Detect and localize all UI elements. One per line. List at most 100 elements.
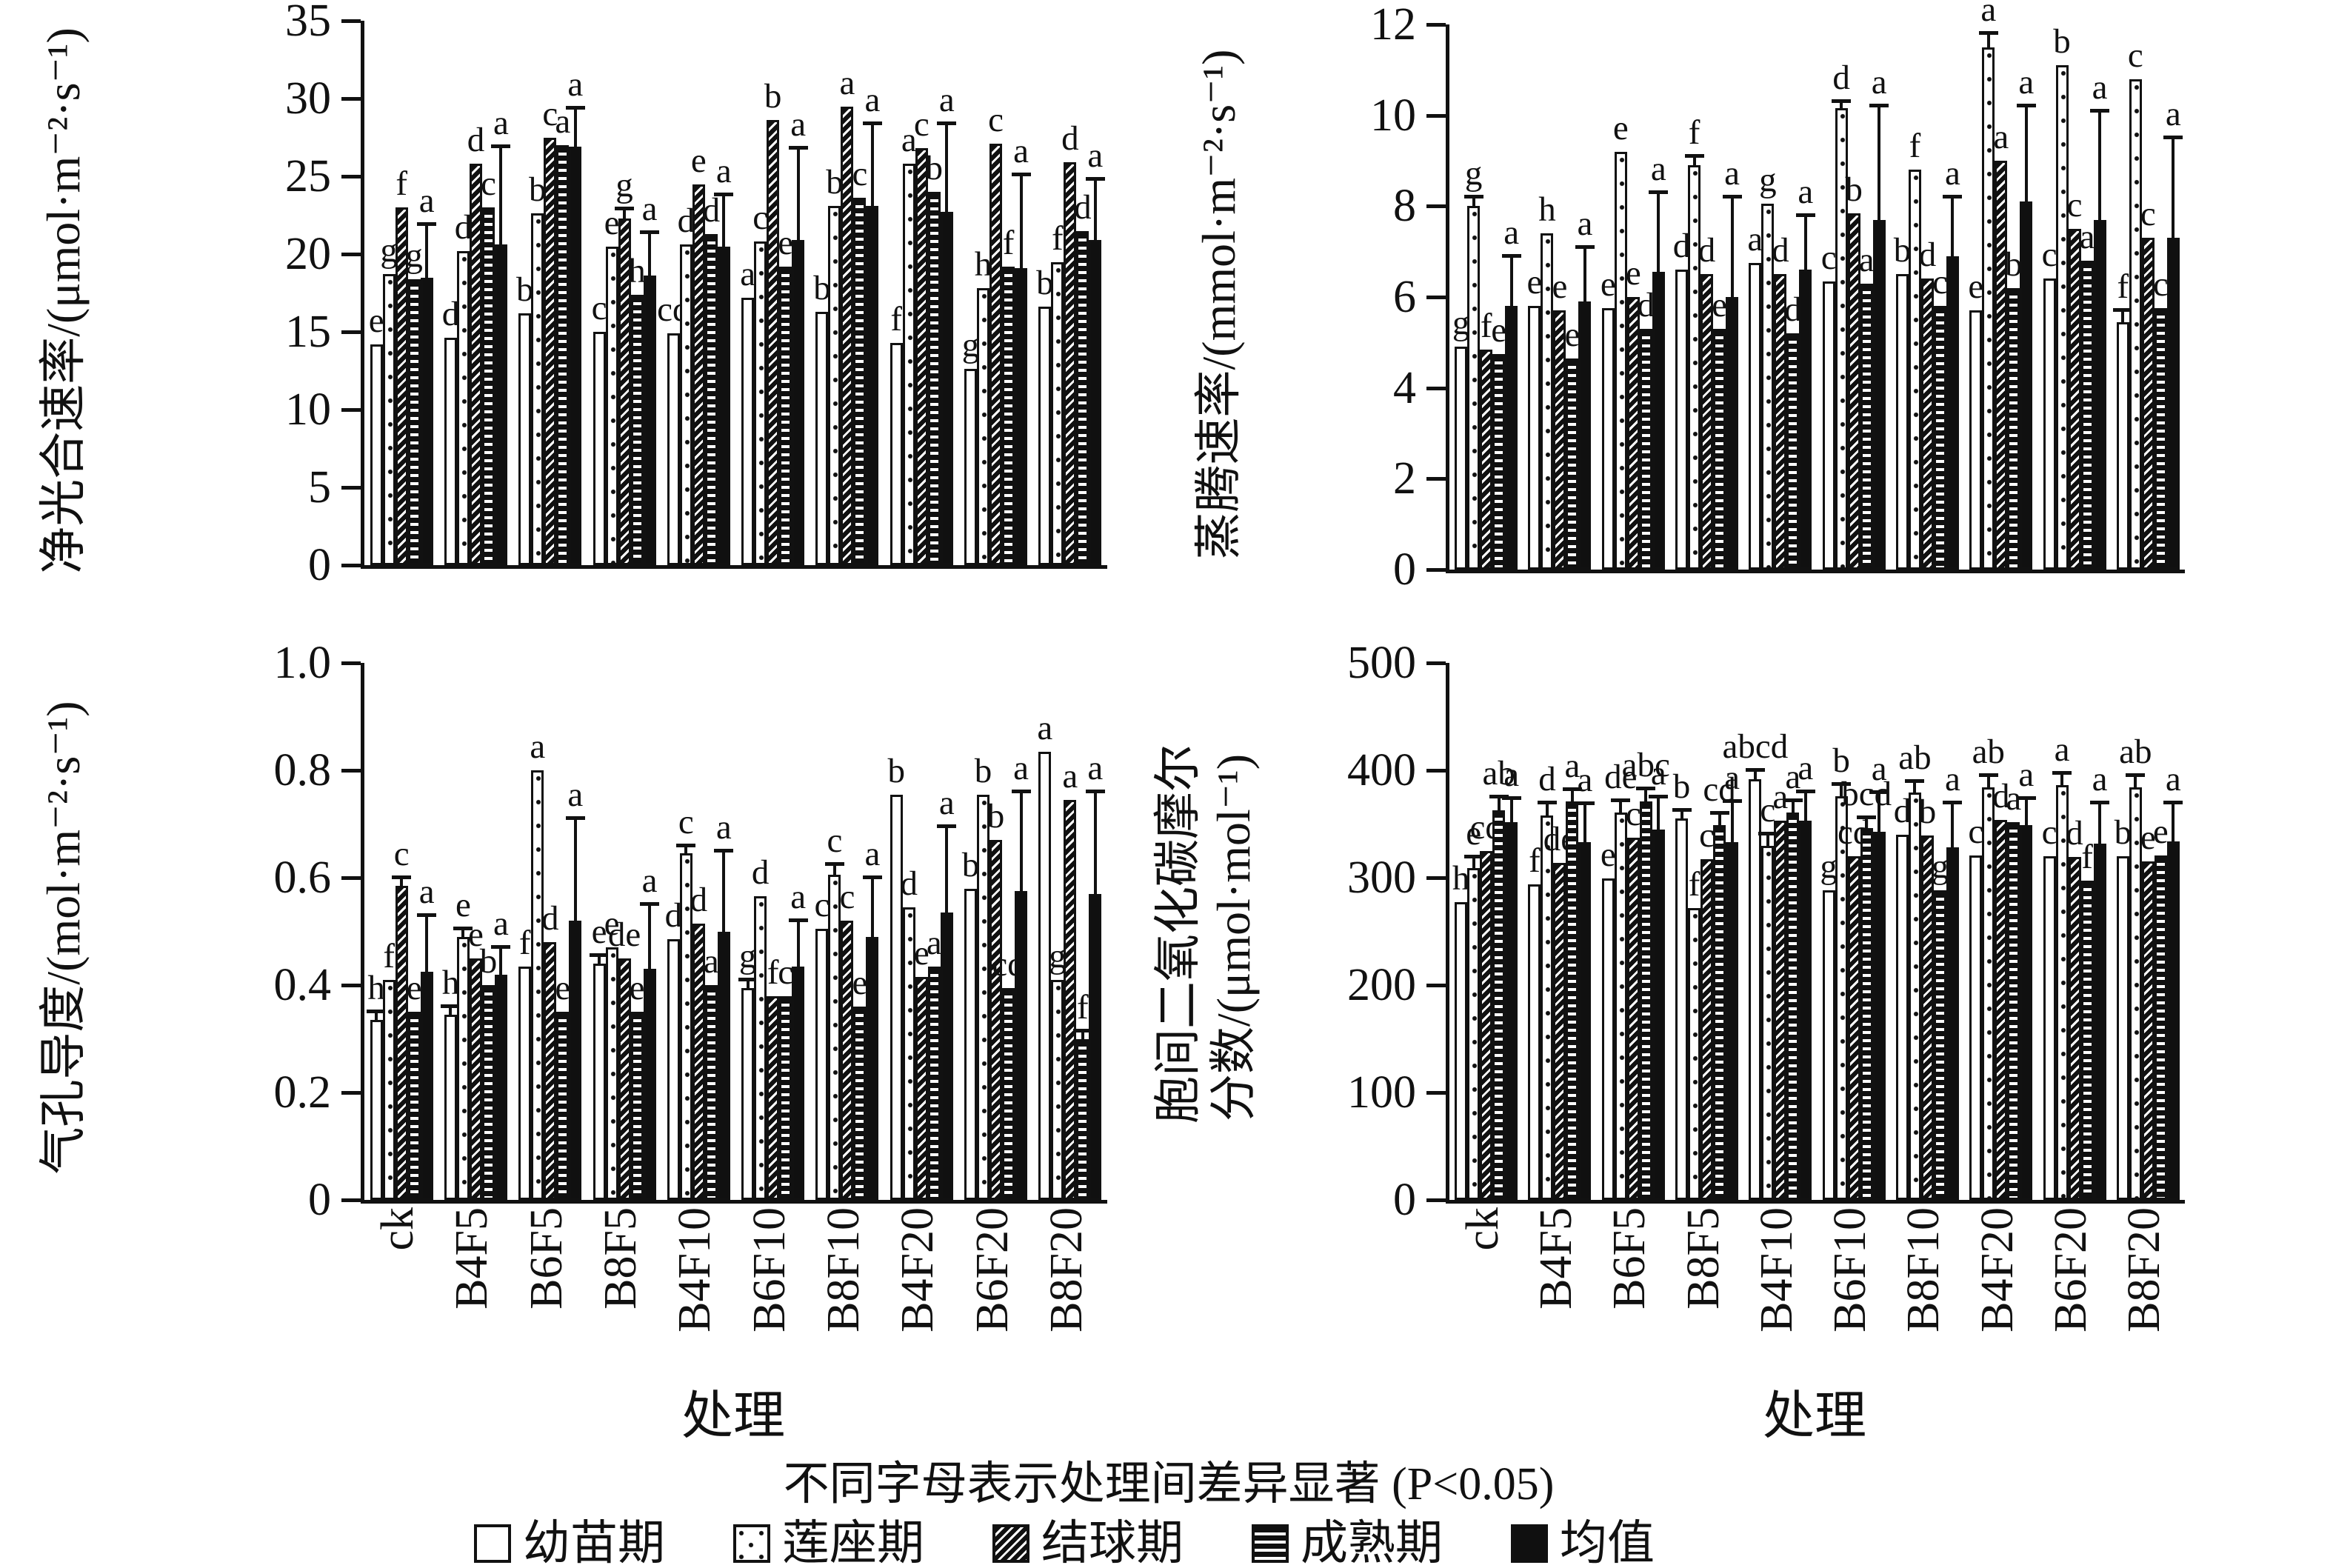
error-bar — [425, 915, 429, 972]
legend-item-rosette: 莲座期 — [733, 1520, 924, 1567]
significance-letter: h — [1538, 190, 1556, 230]
bar-B8F5-成熟期 — [630, 294, 644, 565]
error-bar-cap — [714, 848, 734, 853]
error-bar — [2098, 802, 2102, 844]
significance-letter: g — [405, 236, 423, 275]
significance-letter: d — [690, 880, 708, 919]
bar-B4F20-幼苗期 — [1969, 855, 1983, 1200]
error-bar-cap — [1943, 800, 1963, 804]
y-axis-tick — [341, 876, 361, 880]
significance-letter: e — [368, 301, 384, 340]
significance-letter: a — [1650, 149, 1666, 188]
significance-letter: e — [1712, 285, 1727, 324]
significance-letter: e — [1552, 267, 1568, 307]
significance-letter: d — [2066, 814, 2083, 853]
significance-letter: h — [367, 969, 385, 1008]
bar-B6F20-成熟期 — [2080, 881, 2094, 1200]
bar-B8F5-均值 — [1726, 297, 1739, 570]
error-bar — [598, 955, 601, 964]
significance-letter: a — [839, 63, 855, 102]
error-bar — [722, 195, 726, 247]
significance-letter: a — [2165, 95, 2181, 134]
y-axis-title-intercellular-co2-line2: 分数/(μmol·mol⁻¹) — [1207, 753, 1260, 1122]
significance-letter: a — [901, 121, 917, 160]
bar-B6F20-成熟期 — [2080, 260, 2094, 570]
bar-B8F5-结球期 — [1700, 274, 1714, 570]
y-axis-tick — [341, 253, 361, 256]
significance-letter: d — [1637, 285, 1655, 324]
significance-letter: d — [467, 121, 485, 160]
legend: 幼苗期 莲座期 结球期 成熟期 均值 — [474, 1520, 1955, 1567]
significance-letter: f — [1052, 218, 1064, 258]
y-axis-tick-label: 6 — [1393, 272, 1416, 322]
significance-letter: g — [1452, 304, 1470, 343]
error-bar — [1657, 192, 1661, 273]
significance-letter: a — [864, 835, 881, 873]
significance-letter: e — [604, 203, 620, 242]
significance-letter: a — [2054, 730, 2070, 770]
significance-letter: f — [1480, 306, 1492, 345]
significance-letter: f — [1529, 841, 1541, 880]
error-bar — [1583, 247, 1586, 302]
significance-letter: d — [664, 895, 683, 935]
error-bar — [425, 224, 429, 278]
bar-B6F20-莲座期 — [977, 794, 990, 1200]
error-bar — [1791, 800, 1795, 813]
x-axis-category-label: B4F10 — [1751, 1207, 1802, 1332]
y-axis-tick — [1426, 386, 1446, 390]
y-axis-tick — [341, 661, 361, 665]
error-bar — [623, 209, 627, 218]
y-axis-tick — [341, 564, 361, 567]
bar-B4F10-成熟期 — [1786, 333, 1800, 570]
y-axis-tick-label: 1.0 — [273, 638, 332, 688]
error-bar-cap — [738, 977, 758, 981]
bar-B4F20-幼苗期 — [890, 794, 903, 1200]
error-bar-cap — [714, 193, 734, 197]
significance-letter: e — [555, 969, 571, 1008]
bar-B4F10-结球期 — [1774, 821, 1787, 1200]
bar-B4F10-成熟期 — [1786, 812, 1800, 1200]
bar-B6F10-结球期 — [1847, 856, 1860, 1200]
x-axis-category-label: B8F20 — [1041, 1207, 1092, 1332]
error-bar — [2060, 773, 2064, 786]
error-bar — [1803, 215, 1807, 270]
x-axis-title-right: 处理 — [1763, 1388, 1866, 1445]
significance-letter: c — [2041, 236, 2057, 275]
bar-B6F10-幼苗期 — [1822, 890, 1835, 1200]
y-axis-tick — [1426, 1198, 1446, 1202]
bar-B6F20-均值 — [2093, 219, 2106, 570]
y-axis-tick — [341, 19, 361, 23]
bar-B8F20-莲座期 — [2129, 787, 2142, 1200]
error-bar-cap — [1745, 768, 1765, 772]
error-bar — [461, 928, 465, 937]
bar-B6F5-莲座期 — [1614, 151, 1627, 570]
significance-letter: c — [393, 835, 410, 873]
bar-B4F10-结球期 — [1774, 274, 1787, 570]
y-axis-tick-label: 0.4 — [273, 960, 332, 1010]
error-bar — [2134, 775, 2137, 788]
significance-letter: d — [1832, 59, 1850, 98]
significance-letter: c — [988, 100, 1004, 139]
significance-letter: d — [1698, 231, 1716, 270]
significance-letter: b — [1893, 231, 1912, 270]
significance-letter: a — [938, 80, 955, 119]
error-bar — [1840, 101, 1843, 109]
x-axis-category-label: ck — [1457, 1207, 1508, 1251]
error-bar — [1509, 798, 1513, 822]
bar-B6F10-结球期 — [767, 120, 780, 565]
x-axis-category-label: B8F10 — [818, 1207, 869, 1332]
y-axis-tick-label: 20 — [285, 229, 331, 279]
error-bar-cap — [453, 926, 473, 930]
y-axis-tick — [341, 97, 361, 101]
significance-letter: f — [395, 164, 407, 203]
x-axis-category-label: B4F10 — [670, 1207, 721, 1332]
bar-B6F20-幼苗期 — [964, 369, 978, 565]
significance-letter: e — [455, 885, 471, 924]
bar-B4F20-莲座期 — [902, 164, 915, 565]
bar-B8F5-幼苗期 — [593, 964, 606, 1200]
bar-B8F20-均值 — [2166, 841, 2180, 1200]
error-bar — [375, 1012, 378, 1021]
bar-B6F10-成熟期 — [779, 266, 792, 565]
bar-B8F20-结球期 — [2141, 861, 2155, 1200]
error-bar — [2172, 138, 2175, 238]
